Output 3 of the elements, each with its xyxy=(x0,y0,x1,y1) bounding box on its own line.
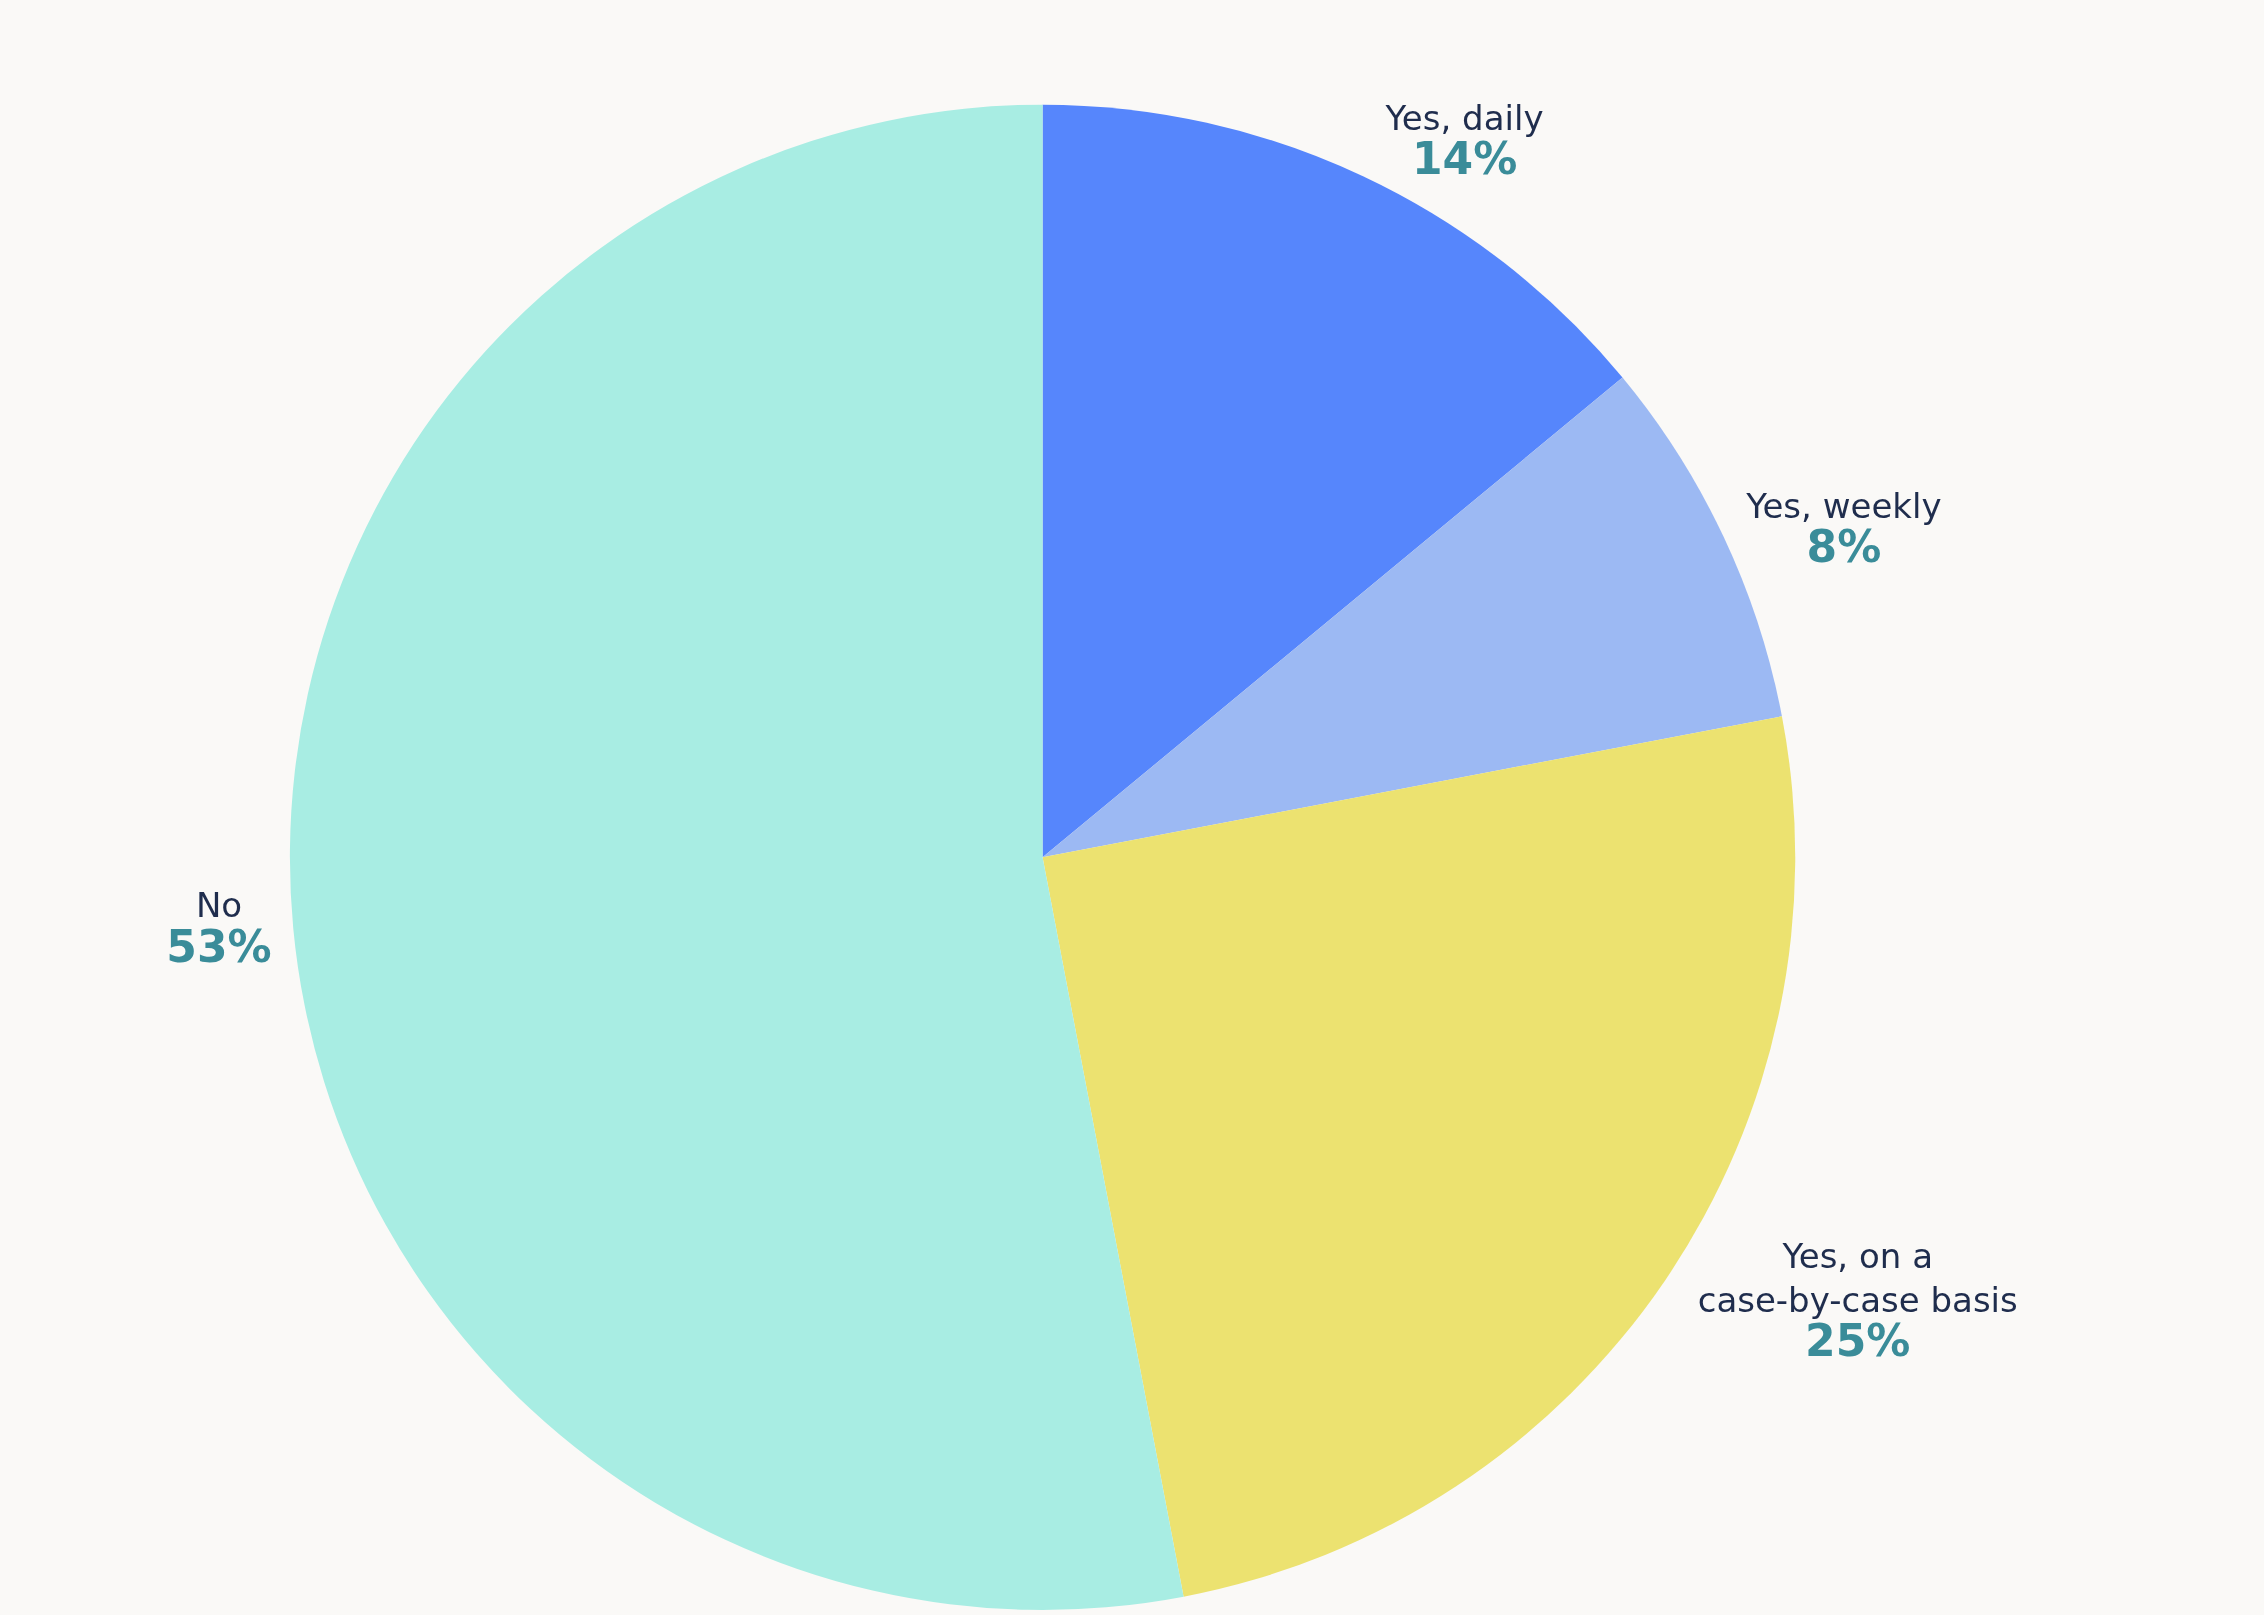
pie-slice xyxy=(290,104,1184,1609)
pie-slice xyxy=(1042,104,1623,858)
slice-label: Yes, on a case-by-case basis xyxy=(1697,1235,2018,1320)
